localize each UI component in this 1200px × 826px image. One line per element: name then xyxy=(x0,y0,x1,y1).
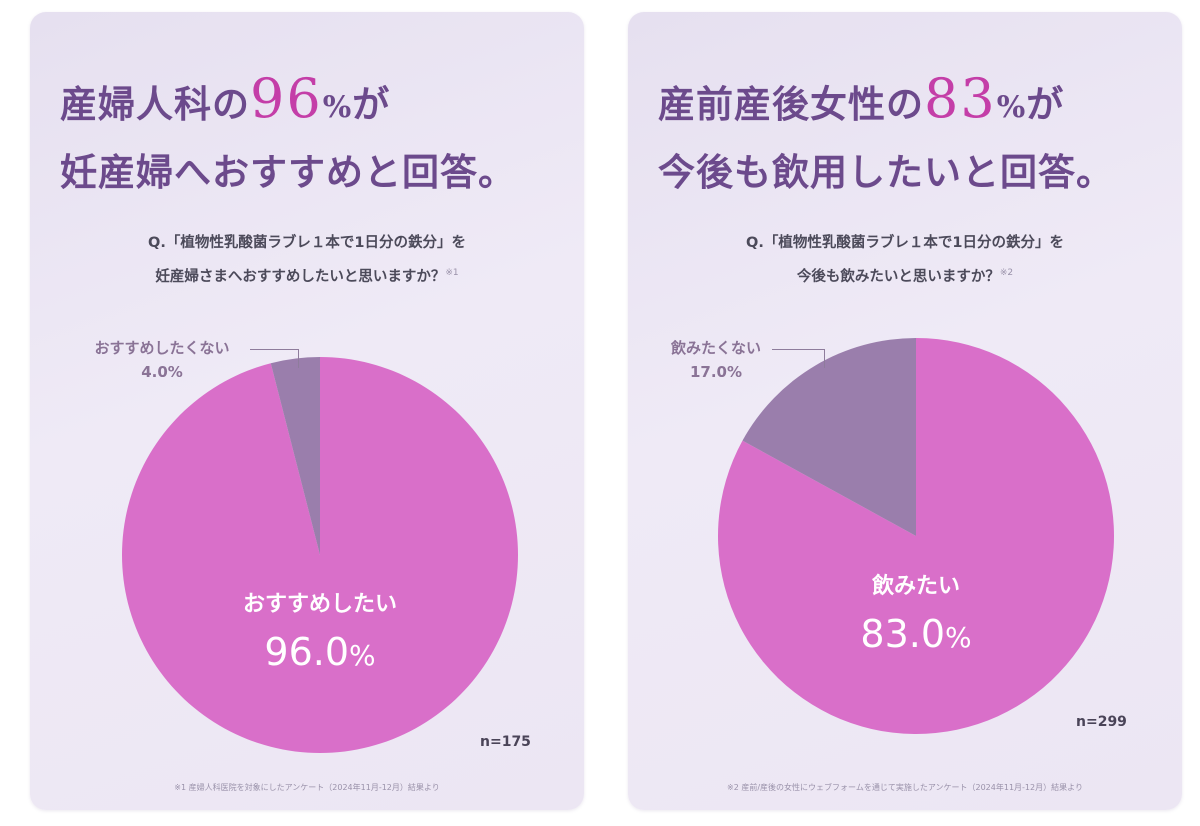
headline-suffix: が xyxy=(352,82,391,126)
question-line1: Q.「植物性乳酸菌ラブレ１本で1日分の鉄分」を xyxy=(148,235,466,251)
slice-label-not-recommend: おすすめしたくない 4.0% xyxy=(72,336,252,384)
value-number: 83.0 xyxy=(860,612,945,656)
headline-number: 83 xyxy=(924,67,997,130)
footnote: ※2 産前/産後の女性にウェブフォームを通じて実施したアンケート（2024年11… xyxy=(727,783,1083,792)
slice-label-not-want: 飲みたくない 17.0% xyxy=(656,336,776,384)
headline-suffix: が xyxy=(1026,82,1065,126)
slice-name: 飲みたくない xyxy=(670,339,761,357)
slice-value-recommend: 96.0% xyxy=(170,630,470,678)
survey-card-obgyn: 産婦人科の96%が 妊産婦へおすすめと回答。 Q.「植物性乳酸菌ラブレ１本で1日… xyxy=(30,12,584,810)
headline-line2: 妊産婦へおすすめと回答。 xyxy=(60,150,516,194)
headline-line2: 今後も飲用したいと回答。 xyxy=(658,150,1114,194)
pie-chart xyxy=(718,338,1114,734)
question-note: ※1 xyxy=(445,268,459,278)
sample-size: n=299 xyxy=(1076,714,1127,730)
pie-chart xyxy=(121,357,519,753)
footnote: ※1 産婦人科医院を対象にしたアンケート（2024年11月-12月）結果より xyxy=(174,783,440,792)
headline-percent: % xyxy=(322,90,353,125)
pie-slice-not-recommend xyxy=(270,357,320,555)
value-number: 96.0 xyxy=(264,630,349,674)
headline: 産婦人科の96%が 妊産婦へおすすめと回答。 xyxy=(60,67,560,204)
question: Q.「植物性乳酸菌ラブレ１本で1日分の鉄分」を 妊産婦さまへおすすめしたいと思い… xyxy=(30,228,584,292)
slice-label-want: 飲みたい xyxy=(871,574,960,599)
value-unit: % xyxy=(349,639,376,672)
leader-line xyxy=(250,349,299,368)
question-line2: 今後も飲みたいと思いますか？ xyxy=(796,268,1000,285)
question-line1: Q.「植物性乳酸菌ラブレ１本で1日分の鉄分」を xyxy=(746,235,1064,251)
headline-prefix: 産前産後女性の xyxy=(658,82,924,126)
question-note: ※2 xyxy=(999,268,1014,278)
pie-slice-not-want xyxy=(742,338,916,536)
leader-line xyxy=(772,349,825,368)
slice-value: 4.0% xyxy=(141,363,183,381)
slice-value-want: 83.0% xyxy=(766,612,1066,660)
survey-card-mothers: 産前産後女性の83%が 今後も飲用したいと回答。 Q.「植物性乳酸菌ラブレ１本で… xyxy=(628,12,1182,810)
question: Q.「植物性乳酸菌ラブレ１本で1日分の鉄分」を 今後も飲みたいと思いますか？※2 xyxy=(628,228,1182,292)
headline: 産前産後女性の83%が 今後も飲用したいと回答。 xyxy=(658,67,1158,204)
sample-size: n=175 xyxy=(480,734,531,750)
headline-number: 96 xyxy=(250,67,323,130)
headline-prefix: 産婦人科の xyxy=(60,82,250,126)
question-line2: 妊産婦さまへおすすめしたいと思いますか？ xyxy=(155,268,446,285)
slice-name: おすすめしたくない xyxy=(94,339,230,357)
slice-value: 17.0% xyxy=(689,363,743,381)
value-unit: % xyxy=(945,621,972,654)
slice-label-recommend: おすすめしたい xyxy=(242,592,397,617)
pie-slice-recommend xyxy=(121,357,519,753)
headline-percent: % xyxy=(996,90,1027,125)
